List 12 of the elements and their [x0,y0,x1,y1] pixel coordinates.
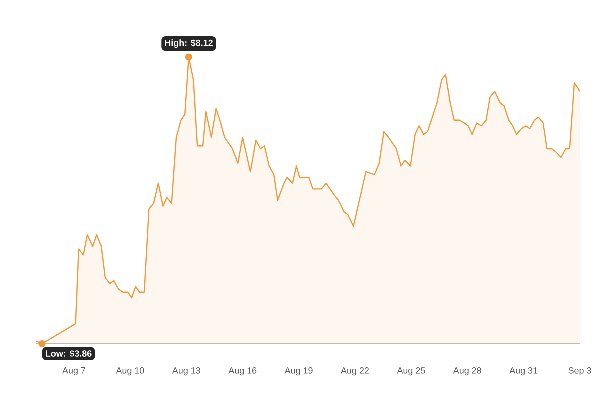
x-tick-label: Aug 25 [397,368,426,376]
annotation: High: $8.12 [165,40,213,48]
x-tick-label: Aug 28 [453,368,482,376]
x-tick-label: Aug 7 [62,368,86,376]
x-tick-label: Aug 13 [172,368,200,376]
x-tick-label: Aug 16 [228,368,257,376]
x-tick-label: Aug 31 [510,368,538,376]
x-tick-label: Aug 19 [284,368,313,376]
x-tick-label: Sep 3 [568,368,592,376]
x-tick-label: Aug 22 [341,368,369,376]
x-tick-label: Aug 10 [116,368,144,376]
annotation: Low: $3.86 [46,350,92,358]
